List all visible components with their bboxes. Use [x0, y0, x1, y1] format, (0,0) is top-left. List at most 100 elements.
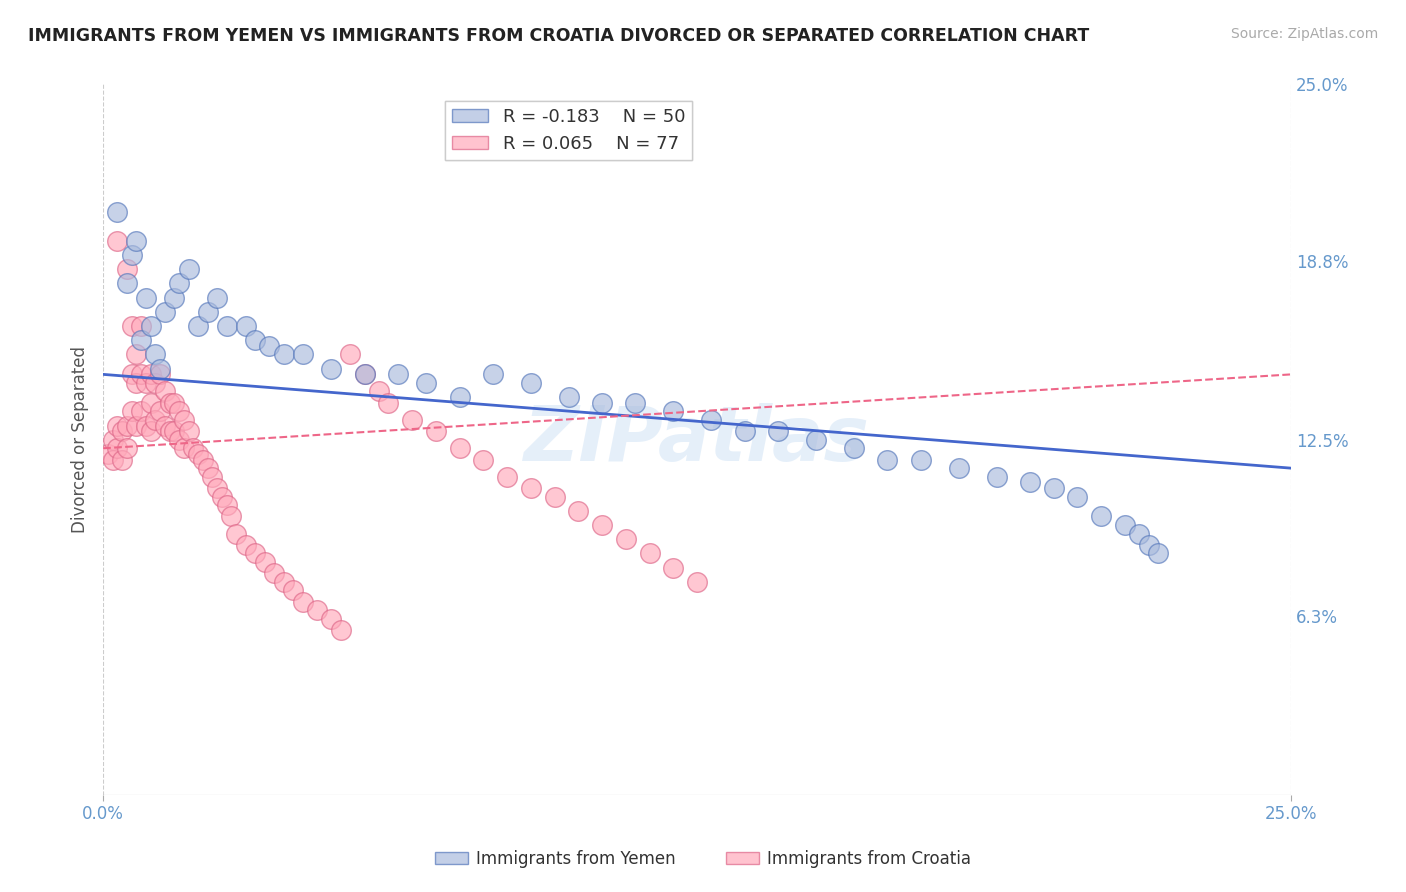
Point: [149, 404, 172, 418]
Point: [614, 533, 637, 547]
Point: [159, 424, 181, 438]
Point: [638, 546, 661, 560]
Point: [115, 418, 138, 433]
Point: [145, 413, 167, 427]
Text: ZIPatlas: ZIPatlas: [524, 403, 870, 476]
Point: [401, 413, 423, 427]
Point: [135, 376, 157, 390]
Point: [543, 490, 565, 504]
Point: [253, 555, 276, 569]
Point: [986, 469, 1008, 483]
Point: [159, 396, 181, 410]
Point: [245, 546, 267, 560]
Point: [321, 361, 343, 376]
Point: [101, 433, 124, 447]
Point: [145, 376, 167, 390]
Point: [149, 361, 172, 376]
Point: [329, 624, 352, 638]
Point: [766, 424, 789, 438]
Point: [125, 418, 148, 433]
Point: [215, 498, 238, 512]
Point: [163, 291, 186, 305]
Point: [291, 347, 314, 361]
Y-axis label: Divorced or Separated: Divorced or Separated: [72, 346, 89, 533]
Point: [305, 603, 328, 617]
Point: [734, 424, 756, 438]
Point: [167, 433, 190, 447]
Point: [221, 509, 243, 524]
Point: [97, 447, 120, 461]
Point: [125, 234, 148, 248]
Point: [273, 347, 295, 361]
Point: [1128, 526, 1150, 541]
Point: [139, 319, 162, 334]
Point: [111, 452, 134, 467]
Point: [482, 368, 505, 382]
Point: [145, 347, 167, 361]
Point: [197, 461, 219, 475]
Point: [105, 418, 128, 433]
Point: [273, 574, 295, 589]
Point: [449, 390, 471, 404]
Point: [235, 319, 257, 334]
Point: [135, 418, 157, 433]
Point: [139, 396, 162, 410]
Point: [105, 442, 128, 456]
Point: [520, 481, 543, 495]
Point: [339, 347, 361, 361]
Point: [139, 368, 162, 382]
Point: [129, 368, 152, 382]
Point: [111, 424, 134, 438]
Point: [121, 368, 143, 382]
Point: [191, 452, 214, 467]
Point: [842, 442, 865, 456]
Point: [1090, 509, 1112, 524]
Point: [121, 248, 143, 262]
Point: [105, 234, 128, 248]
Point: [197, 305, 219, 319]
Point: [121, 404, 143, 418]
Point: [449, 442, 471, 456]
Point: [245, 333, 267, 347]
Point: [115, 262, 138, 277]
Point: [115, 277, 138, 291]
Point: [205, 481, 228, 495]
Point: [686, 574, 709, 589]
Point: [353, 368, 375, 382]
Point: [367, 384, 389, 399]
Point: [472, 452, 495, 467]
Legend: Immigrants from Yemen, Immigrants from Croatia: Immigrants from Yemen, Immigrants from C…: [427, 844, 979, 875]
Point: [235, 538, 257, 552]
Point: [662, 560, 685, 574]
Point: [163, 396, 186, 410]
Point: [591, 518, 613, 533]
Point: [163, 424, 186, 438]
Text: IMMIGRANTS FROM YEMEN VS IMMIGRANTS FROM CROATIA DIVORCED OR SEPARATED CORRELATI: IMMIGRANTS FROM YEMEN VS IMMIGRANTS FROM…: [28, 27, 1090, 45]
Point: [101, 452, 124, 467]
Point: [167, 404, 190, 418]
Point: [1042, 481, 1064, 495]
Point: [1114, 518, 1136, 533]
Point: [259, 339, 281, 353]
Point: [662, 404, 685, 418]
Point: [125, 347, 148, 361]
Point: [115, 442, 138, 456]
Point: [211, 490, 233, 504]
Point: [567, 504, 589, 518]
Point: [177, 424, 200, 438]
Point: [804, 433, 827, 447]
Point: [201, 469, 224, 483]
Point: [283, 583, 305, 598]
Point: [129, 333, 152, 347]
Point: [149, 368, 172, 382]
Point: [125, 376, 148, 390]
Point: [415, 376, 437, 390]
Point: [135, 291, 157, 305]
Point: [129, 404, 152, 418]
Point: [153, 418, 176, 433]
Point: [173, 442, 195, 456]
Point: [129, 319, 152, 334]
Point: [353, 368, 375, 382]
Point: [1019, 475, 1042, 490]
Point: [425, 424, 447, 438]
